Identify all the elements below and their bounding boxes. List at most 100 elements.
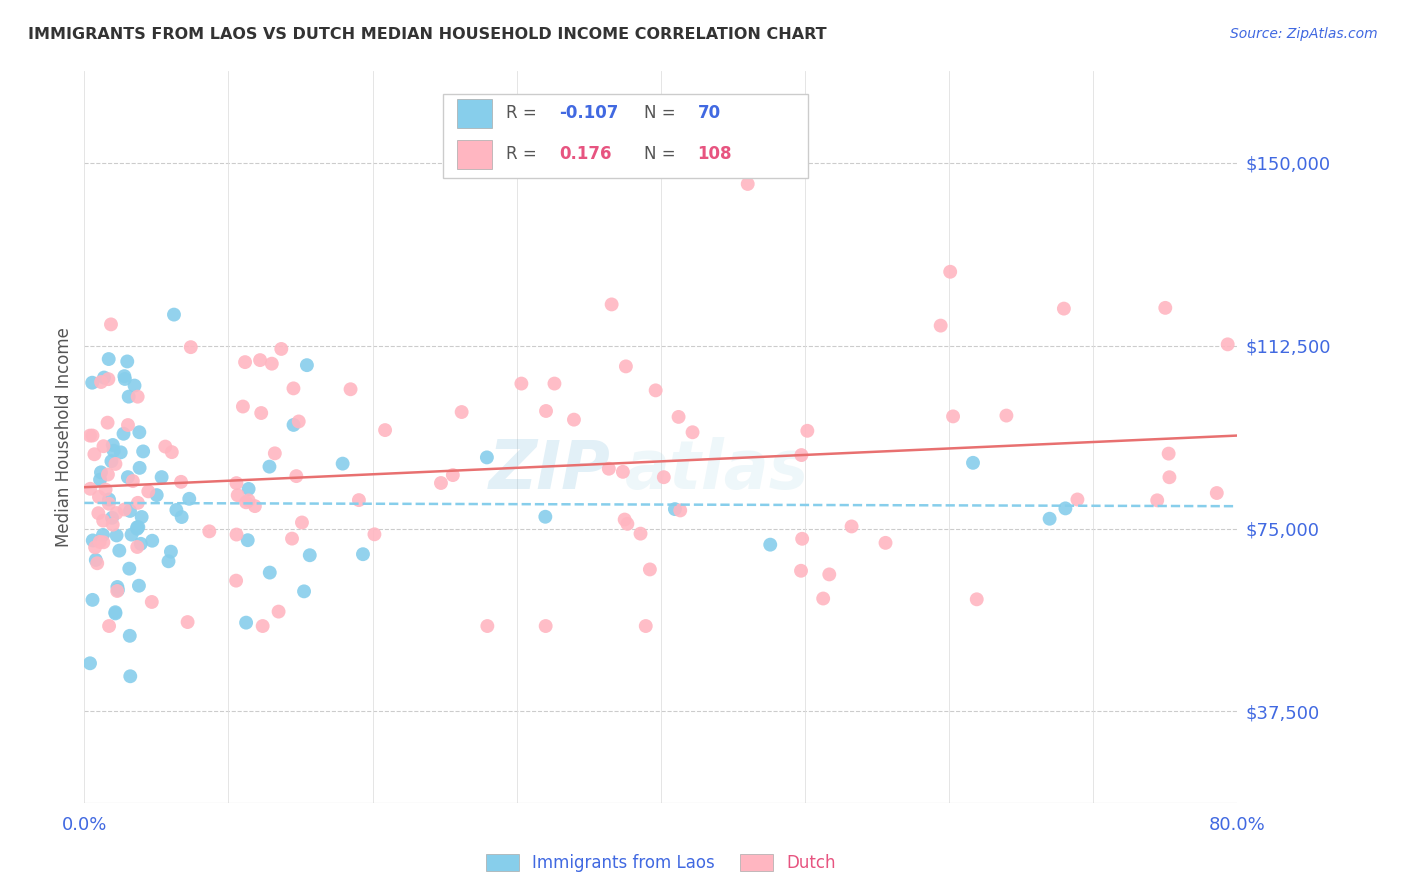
Point xyxy=(136,484,159,499)
Point xyxy=(101,438,124,452)
Point xyxy=(252,619,274,633)
Point xyxy=(249,353,271,368)
Text: IMMIGRANTS FROM LAOS VS DUTCH MEDIAN HOUSEHOLD INCOME CORRELATION CHART: IMMIGRANTS FROM LAOS VS DUTCH MEDIAN HOU… xyxy=(28,27,827,42)
Point xyxy=(128,425,150,440)
Point xyxy=(652,470,675,484)
Point xyxy=(250,406,273,420)
Point xyxy=(792,532,814,546)
Point xyxy=(374,423,396,437)
Point xyxy=(90,375,112,389)
Point xyxy=(1066,492,1088,507)
Point xyxy=(939,265,962,279)
Point xyxy=(225,574,247,588)
Point xyxy=(118,629,141,643)
Point xyxy=(141,595,163,609)
Point xyxy=(83,447,105,461)
Point xyxy=(283,381,305,395)
Point xyxy=(232,400,254,414)
Point xyxy=(101,510,124,524)
Point xyxy=(82,376,104,390)
Point xyxy=(132,444,155,458)
Point xyxy=(117,418,139,433)
Point xyxy=(86,556,108,570)
Point xyxy=(98,492,121,507)
Point xyxy=(534,619,557,633)
Point xyxy=(287,414,309,428)
Point xyxy=(120,669,142,683)
Point xyxy=(962,456,984,470)
Point xyxy=(79,482,101,496)
Point xyxy=(295,358,318,372)
Point xyxy=(235,615,257,630)
Point xyxy=(105,584,128,599)
Point xyxy=(339,382,361,396)
Point xyxy=(1146,493,1168,508)
Point xyxy=(600,297,623,311)
Point xyxy=(128,579,150,593)
Point xyxy=(796,424,818,438)
Point xyxy=(225,476,247,491)
Point xyxy=(127,496,149,510)
Point xyxy=(105,506,128,520)
Point xyxy=(97,467,120,482)
Point xyxy=(110,445,132,459)
Point xyxy=(155,440,177,454)
Y-axis label: Median Household Income: Median Household Income xyxy=(55,327,73,547)
Point xyxy=(614,359,637,374)
Point xyxy=(176,615,198,629)
Point xyxy=(179,491,201,506)
Point xyxy=(291,516,314,530)
Point xyxy=(235,495,257,509)
Point xyxy=(226,488,249,502)
Point xyxy=(100,318,122,332)
Point xyxy=(87,506,110,520)
Point xyxy=(124,378,146,392)
Point xyxy=(1216,337,1239,351)
Point xyxy=(477,619,499,633)
Point xyxy=(104,457,127,471)
Point xyxy=(114,502,136,516)
Point xyxy=(98,619,121,633)
Point xyxy=(89,473,111,487)
Text: Source: ZipAtlas.com: Source: ZipAtlas.com xyxy=(1230,27,1378,41)
Point xyxy=(97,497,120,511)
Point xyxy=(243,499,266,513)
Point xyxy=(84,541,107,555)
Point xyxy=(118,561,141,575)
Point xyxy=(87,490,110,504)
Point xyxy=(165,503,187,517)
Point xyxy=(114,372,136,386)
Point xyxy=(97,352,120,367)
Point xyxy=(150,470,173,484)
Text: 0.176: 0.176 xyxy=(560,145,612,163)
Point xyxy=(100,454,122,468)
Point xyxy=(616,516,638,531)
Text: R =: R = xyxy=(506,145,543,163)
Point xyxy=(759,538,782,552)
Point xyxy=(82,593,104,607)
Point xyxy=(103,443,125,458)
Point xyxy=(93,439,115,453)
Point xyxy=(942,409,965,424)
Point xyxy=(534,509,557,524)
Point xyxy=(1159,470,1181,484)
Point xyxy=(644,384,666,398)
Point xyxy=(118,504,141,518)
Point xyxy=(108,543,131,558)
Point xyxy=(363,527,385,541)
Point xyxy=(97,372,120,386)
Point xyxy=(737,177,759,191)
Point xyxy=(1154,301,1177,315)
Point xyxy=(811,591,834,606)
Point xyxy=(91,528,114,542)
Text: R =: R = xyxy=(506,104,543,122)
Point xyxy=(285,469,308,483)
Legend: Immigrants from Laos, Dutch: Immigrants from Laos, Dutch xyxy=(479,847,842,879)
Point xyxy=(818,567,841,582)
Point xyxy=(131,510,153,524)
Text: N =: N = xyxy=(644,145,681,163)
Point xyxy=(160,544,183,558)
Point xyxy=(82,533,104,548)
Point xyxy=(107,582,129,597)
Point xyxy=(292,584,315,599)
